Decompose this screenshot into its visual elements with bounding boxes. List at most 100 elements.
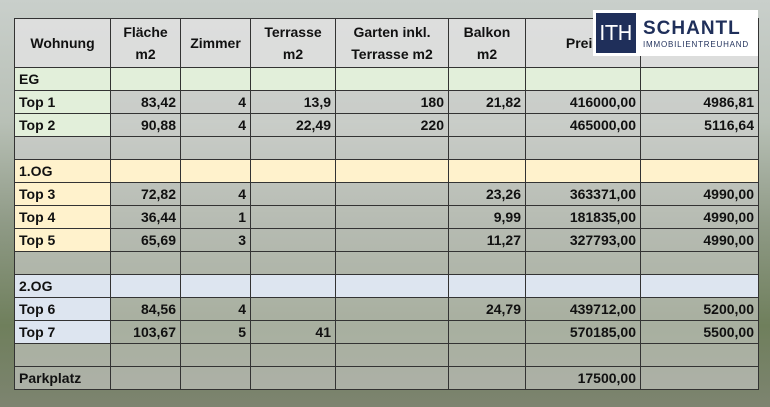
table-row: Top 6 84,56 4 24,79 439712,00 5200,00	[14, 297, 759, 321]
table-cell	[335, 297, 449, 321]
table-cell	[525, 159, 641, 183]
table-cell	[180, 343, 251, 367]
table-cell	[525, 343, 641, 367]
table-cell: 4	[180, 90, 251, 114]
table-cell	[448, 67, 526, 91]
table-cell: 22,49	[250, 113, 336, 137]
table-cell	[250, 343, 336, 367]
table-cell	[250, 159, 336, 183]
header-cell: Balkon m2	[448, 18, 526, 68]
table-cell: 4990,00	[640, 182, 759, 206]
table-row: Top 4 36,44 1 9,99 181835,00 4990,00	[14, 205, 759, 229]
table-cell	[180, 251, 251, 275]
table-row	[14, 343, 759, 367]
table-cell	[335, 228, 449, 252]
table-cell: 4	[180, 113, 251, 137]
table-cell	[525, 251, 641, 275]
table-cell: 83,42	[110, 90, 181, 114]
table-row: EG	[14, 67, 759, 91]
table-cell	[180, 274, 251, 298]
table-cell: Top 6	[14, 297, 111, 321]
table-cell	[14, 136, 111, 160]
table-cell: EG	[14, 67, 111, 91]
table-cell: Top 2	[14, 113, 111, 137]
table-cell	[335, 320, 449, 344]
table-cell	[335, 136, 449, 160]
table-cell: 570185,00	[525, 320, 641, 344]
table-cell	[14, 251, 111, 275]
table-cell: Parkplatz	[14, 366, 111, 390]
table-cell	[180, 159, 251, 183]
table-cell	[335, 67, 449, 91]
table-cell	[335, 159, 449, 183]
table-cell	[448, 366, 526, 390]
table-cell: 23,26	[448, 182, 526, 206]
table-cell	[250, 182, 336, 206]
price-table: Wohnung Fläche m2 Zimmer Terrasse m2 Garten …	[14, 18, 759, 390]
table-cell	[250, 274, 336, 298]
table-cell	[250, 205, 336, 229]
table-row: Top 5 65,69 3 11,27 327793,00 4990,00	[14, 228, 759, 252]
table-row	[14, 251, 759, 275]
table-cell: 5	[180, 320, 251, 344]
table-cell: 41	[250, 320, 336, 344]
logo-mark: ITH	[596, 13, 636, 53]
table-cell	[448, 343, 526, 367]
table-cell	[525, 67, 641, 91]
table-cell	[110, 343, 181, 367]
table-cell: 416000,00	[525, 90, 641, 114]
logo: ITH SCHANTL IMMOBILIENTREUHAND	[593, 10, 758, 56]
table-cell	[448, 251, 526, 275]
table-cell	[640, 366, 759, 390]
table-cell: Top 3	[14, 182, 111, 206]
table-cell	[180, 366, 251, 390]
table-cell	[180, 67, 251, 91]
table-cell: 13,9	[250, 90, 336, 114]
header-cell: Wohnung	[14, 18, 111, 68]
table-cell	[250, 67, 336, 91]
logo-text: SCHANTL IMMOBILIENTREUHAND	[643, 18, 749, 49]
table-cell	[250, 136, 336, 160]
table-cell: 439712,00	[525, 297, 641, 321]
table-cell	[335, 343, 449, 367]
table-cell: 1	[180, 205, 251, 229]
table-cell: 21,82	[448, 90, 526, 114]
table-row: 2.OG	[14, 274, 759, 298]
table-cell	[640, 159, 759, 183]
table-cell: 4	[180, 297, 251, 321]
table-cell: 9,99	[448, 205, 526, 229]
logo-tagline: IMMOBILIENTREUHAND	[643, 39, 749, 49]
table-cell: 465000,00	[525, 113, 641, 137]
table-cell: 90,88	[110, 113, 181, 137]
logo-name: SCHANTL	[643, 17, 741, 39]
table-cell: 363371,00	[525, 182, 641, 206]
header-cell: Terrasse m2	[250, 18, 336, 68]
table-cell: 181835,00	[525, 205, 641, 229]
table-cell: 2.OG	[14, 274, 111, 298]
table-cell	[14, 343, 111, 367]
table-row: Top 3 72,82 4 23,26 363371,00 4990,00	[14, 182, 759, 206]
table-row: 1.OG	[14, 159, 759, 183]
table-cell	[525, 136, 641, 160]
table-cell: 84,56	[110, 297, 181, 321]
table-cell: 103,67	[110, 320, 181, 344]
table-cell	[640, 67, 759, 91]
table-cell: Top 7	[14, 320, 111, 344]
table-cell	[110, 274, 181, 298]
table-cell: 65,69	[110, 228, 181, 252]
table-row: Top 1 83,42 4 13,9 180 21,82 416000,00 4986,81	[14, 90, 759, 114]
table-cell	[448, 136, 526, 160]
table-cell: 4986,81	[640, 90, 759, 114]
table-cell	[640, 251, 759, 275]
table-cell: Top 1	[14, 90, 111, 114]
table-cell: 180	[335, 90, 449, 114]
table-cell: 5500,00	[640, 320, 759, 344]
table-cell: 4990,00	[640, 205, 759, 229]
table-cell	[110, 136, 181, 160]
table-cell	[335, 274, 449, 298]
table-cell	[448, 159, 526, 183]
header-cell: Garten inkl. Terrasse m2	[335, 18, 449, 68]
table-cell	[640, 136, 759, 160]
table-cell: 4990,00	[640, 228, 759, 252]
